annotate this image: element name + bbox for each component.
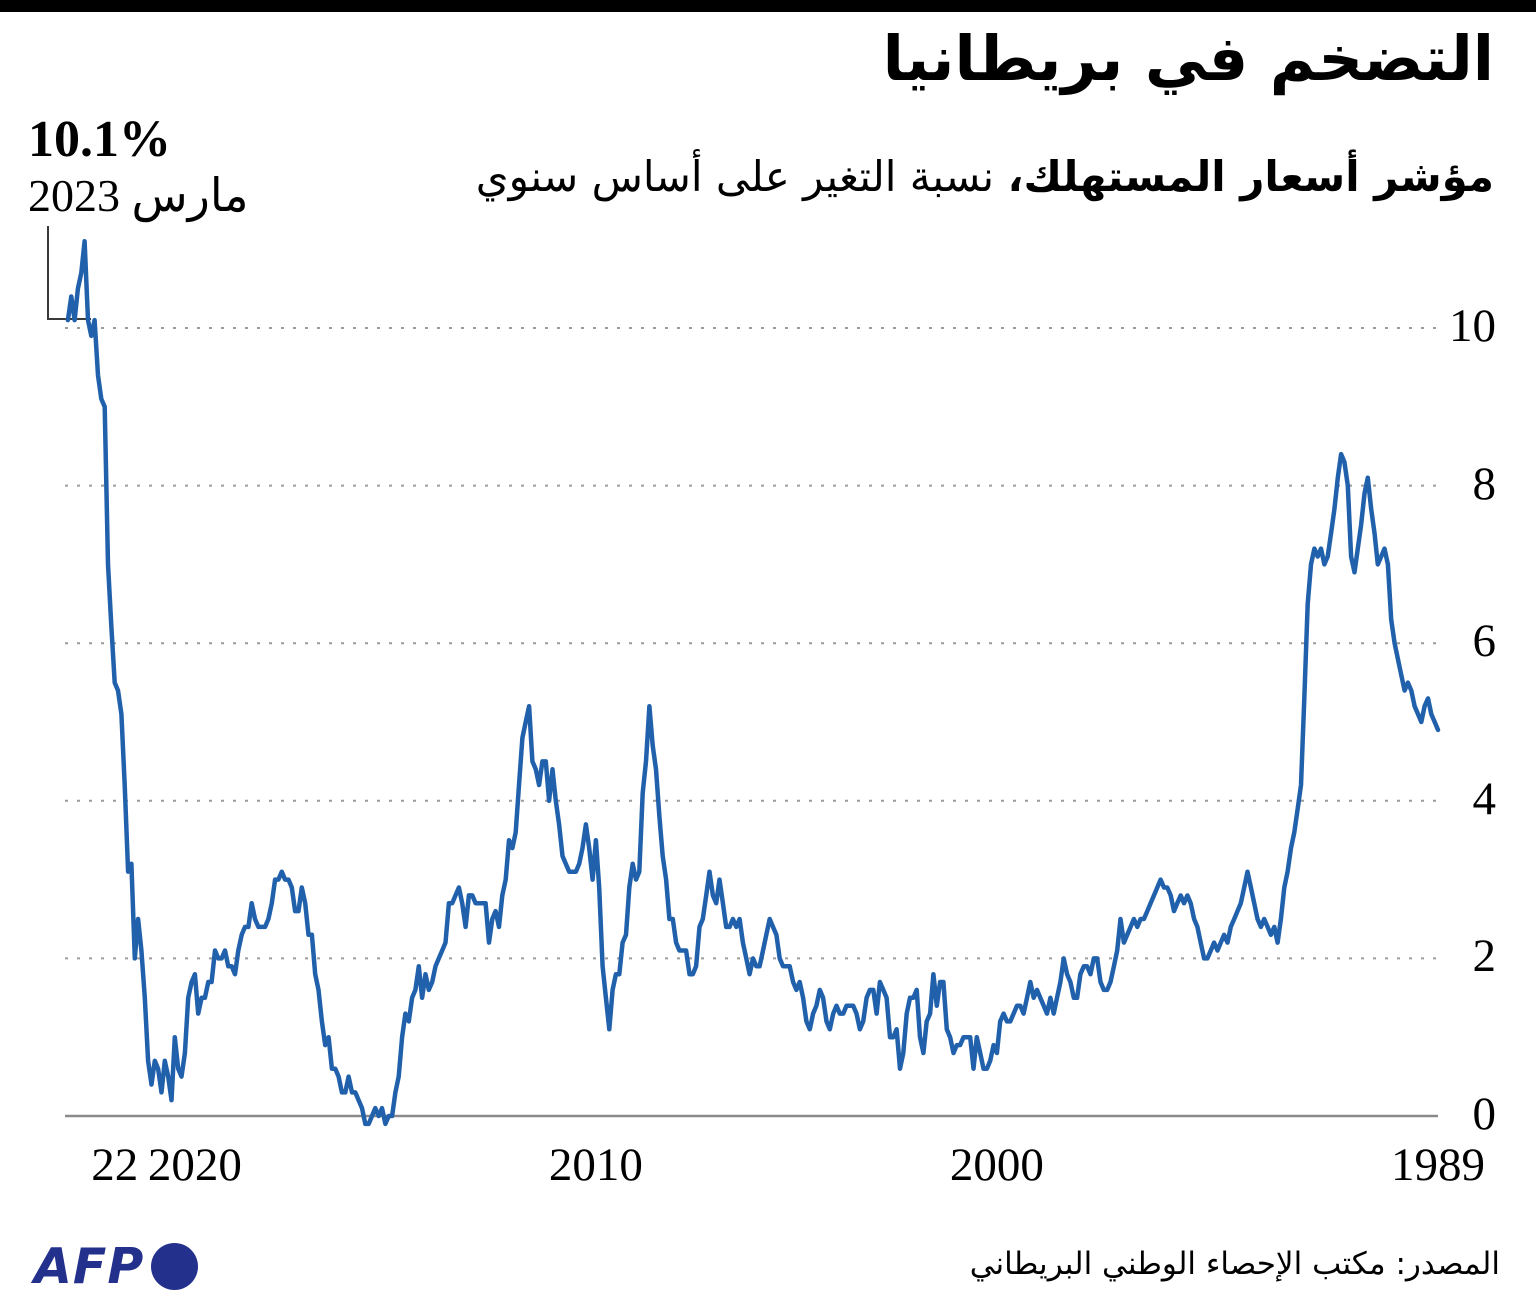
y-axis-label: 8 xyxy=(1472,457,1497,510)
latest-value-annotation: 10.1% xyxy=(28,111,171,168)
cpi-inflation-line xyxy=(65,239,1441,1127)
y-axis-label: 6 xyxy=(1472,615,1497,668)
afp-logo: AFP xyxy=(34,1238,199,1295)
y-axis-label: 10 xyxy=(1449,299,1496,352)
chart-subtitle-bold: مؤشر أسعار المستهلك، xyxy=(1007,152,1494,201)
y-axis-label: 2 xyxy=(1472,930,1497,983)
y-axis-label: 0 xyxy=(1472,1087,1497,1140)
chart-subtitle-rest: نسبة التغير على أساس سنوي xyxy=(475,152,995,201)
x-axis-label: 22 xyxy=(91,1139,139,1191)
y-axis-label: 4 xyxy=(1472,772,1497,825)
chart-subtitle: مؤشر أسعار المستهلك، نسبة التغير على أسا… xyxy=(476,150,1494,205)
chart-title: التضخم في بريطانيا xyxy=(882,22,1494,95)
latest-date-annotation: مارس 2023 xyxy=(28,170,249,221)
afp-logo-circle-icon xyxy=(151,1243,199,1290)
x-axis-label: 1989 xyxy=(1391,1139,1485,1191)
x-axis-label: 2020 xyxy=(147,1139,242,1191)
x-axis-label: 2010 xyxy=(548,1139,643,1191)
source-credit: المصدر: مكتب الإحصاء الوطني البريطاني xyxy=(969,1246,1500,1282)
x-axis-label: 2000 xyxy=(949,1139,1044,1191)
top-black-bar xyxy=(0,0,1536,12)
afp-logo-text: AFP xyxy=(34,1238,145,1295)
